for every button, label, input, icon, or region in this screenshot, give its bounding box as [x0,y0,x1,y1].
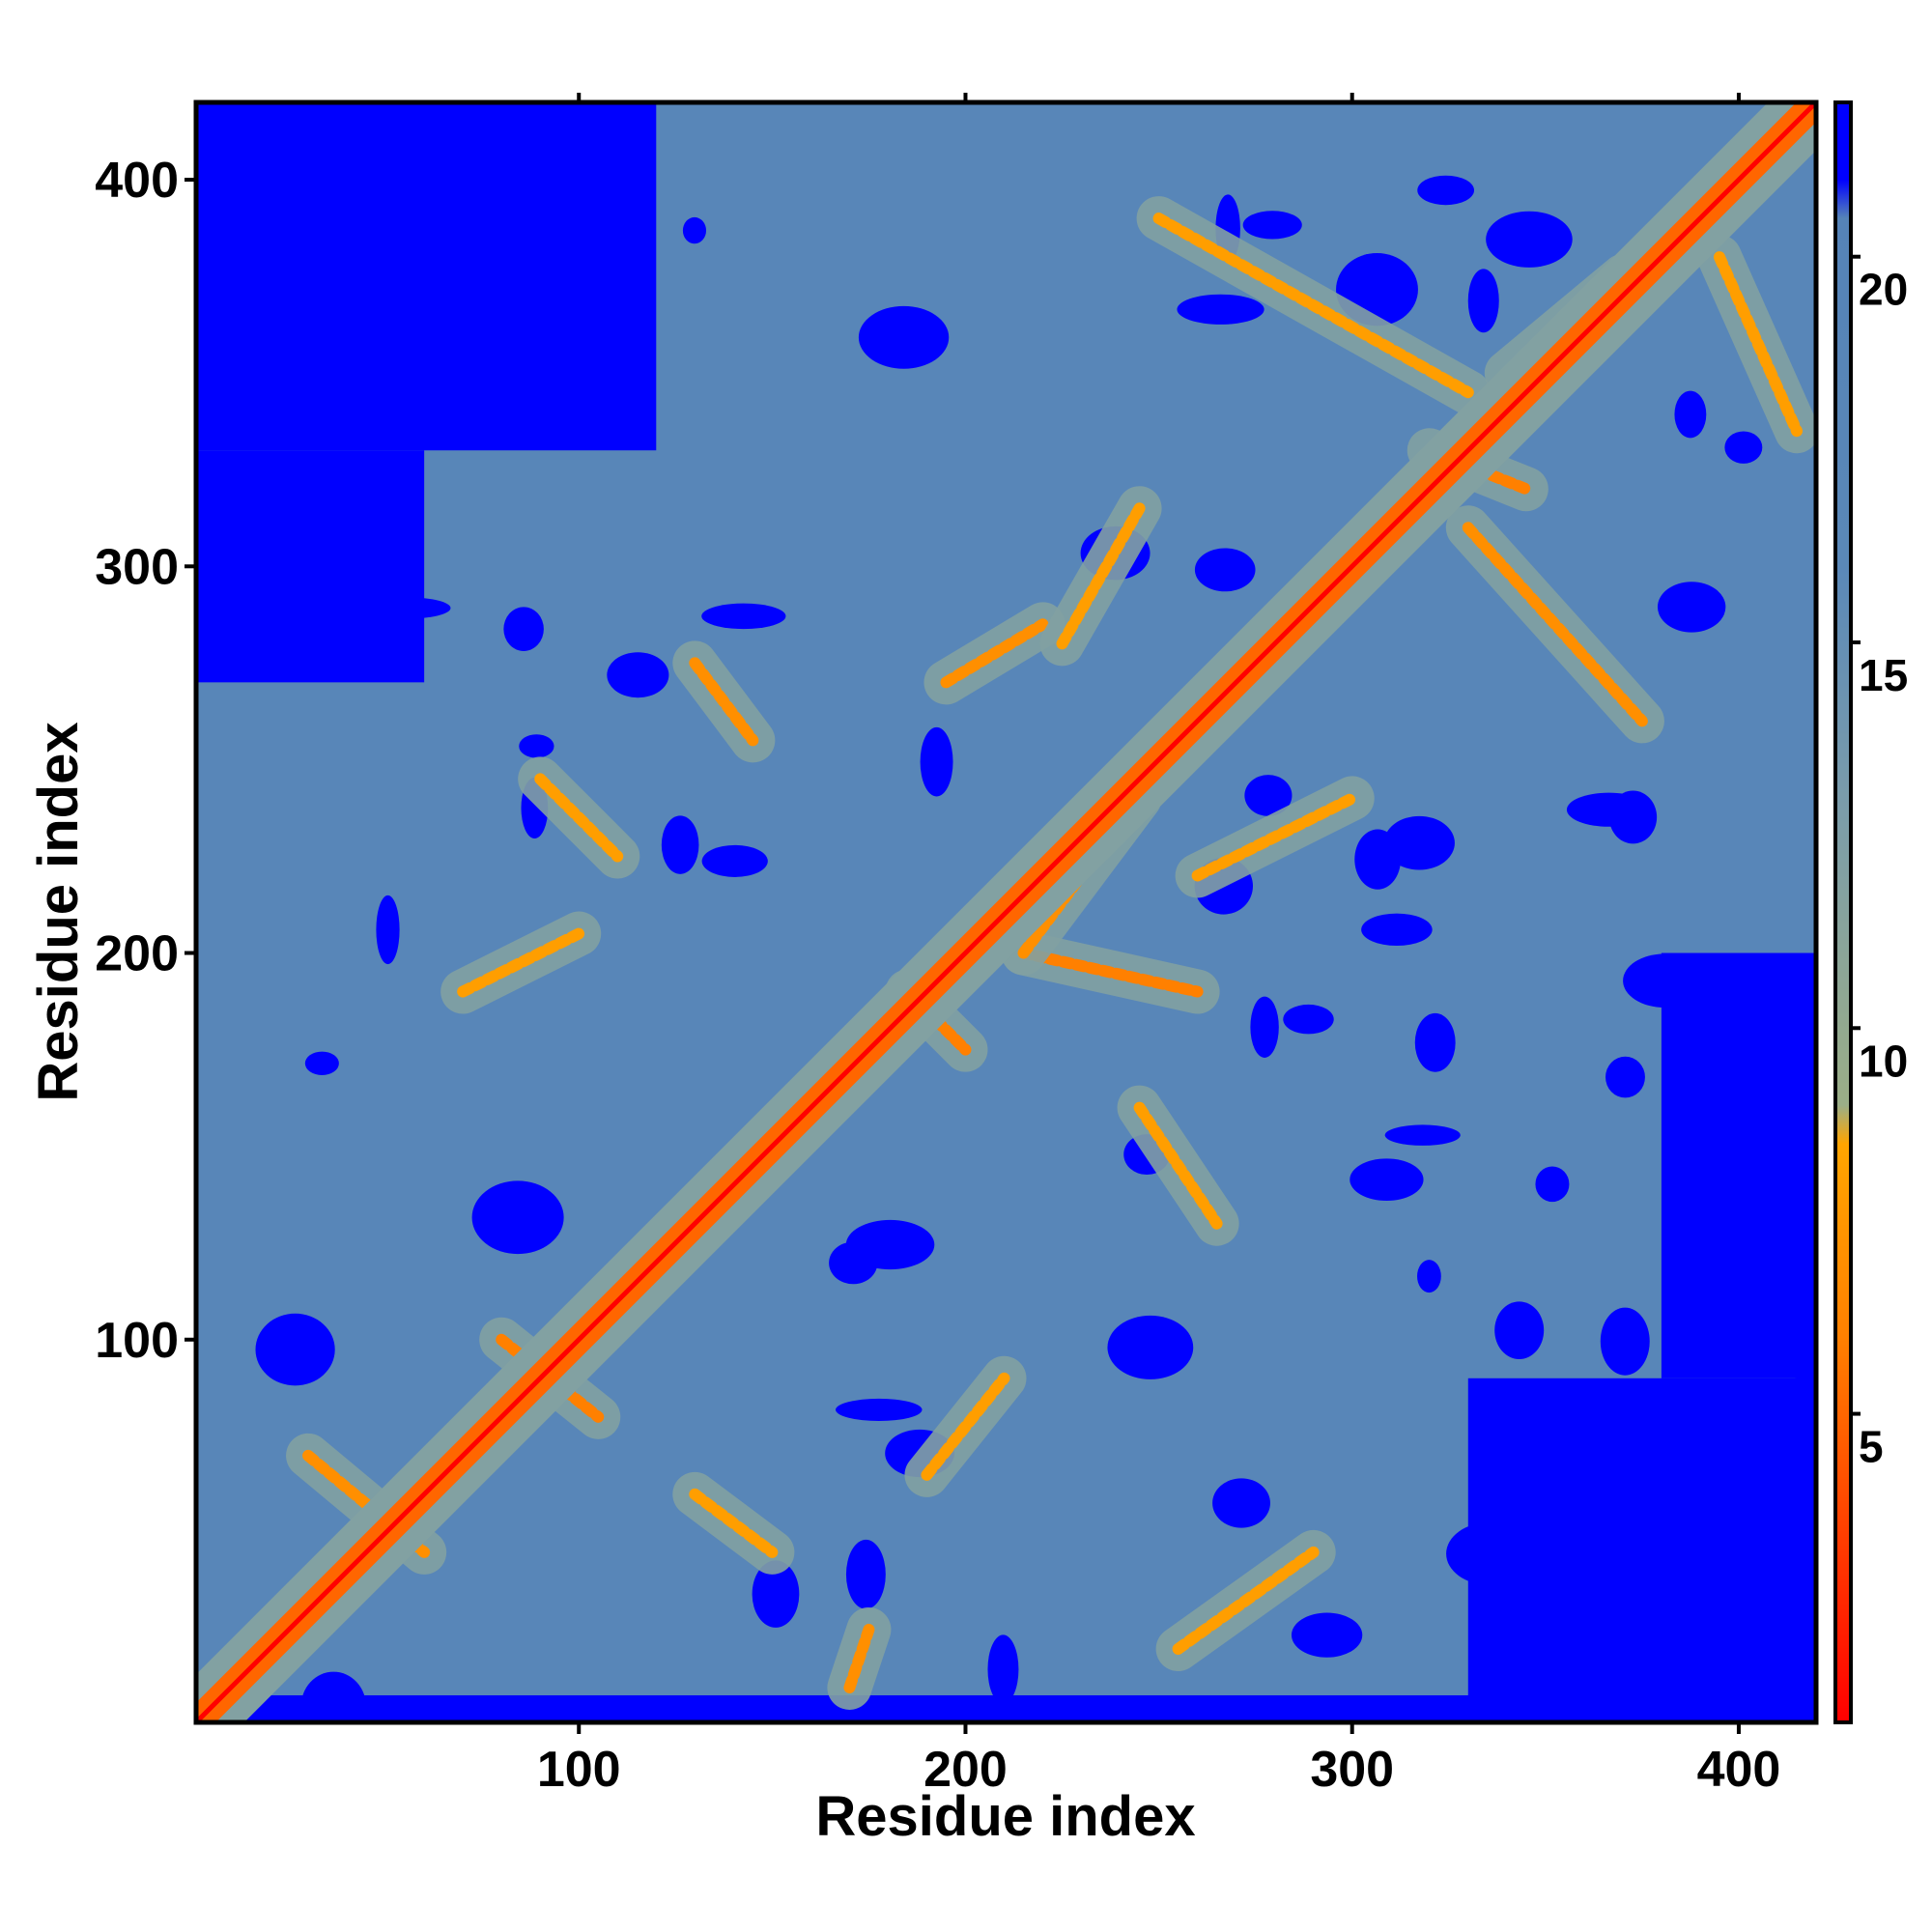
far-patch [1350,1158,1424,1202]
far-patch [1605,1056,1645,1098]
contact-band [689,657,759,747]
contact-band [1133,1101,1223,1230]
x-axis-title: Residue index [815,1785,1195,1848]
far-patch [1657,582,1726,633]
y-axis-ticks: 100 200 300 400 [95,153,196,1369]
contact-band [1017,947,1204,998]
far-patch [1566,792,1651,827]
x-tick-label: 300 [1310,1742,1394,1798]
x-axis-ticks: 100 200 300 400 [537,1722,1780,1798]
x-tick-label: 200 [923,1742,1008,1798]
far-patch [836,1398,923,1421]
heatmap-cells [196,102,1816,1722]
far-patch [255,1313,335,1386]
contact-band [940,618,1049,689]
far-patch [471,1180,564,1255]
contact-band [921,1372,1010,1481]
far-patch [1724,431,1763,464]
y-tick-label: 300 [95,539,179,595]
far-patch [1177,294,1264,325]
far-patch [682,216,707,244]
y-axis-title: Residue index [27,722,90,1101]
far-patch [1623,953,1707,1009]
far-patch [1242,211,1302,240]
colorbar-tick-label: 10 [1859,1036,1908,1086]
y-tick-label: 200 [95,926,179,982]
contact-band [534,773,624,863]
plot-frame [193,99,1819,1725]
far-patch [469,125,532,182]
far-patch [1414,1012,1456,1072]
far-patch [1674,390,1707,439]
far-patch [661,815,699,874]
far-patch [1212,1478,1270,1528]
colorbar-tick-label: 20 [1859,265,1908,315]
far-patch [300,1671,367,1722]
far-patch [1250,996,1279,1058]
diagonal-core [196,102,1816,1722]
far-patch [1494,1301,1545,1359]
far-patch [1776,1352,1816,1380]
far-patch [1682,1063,1755,1096]
far-patch [987,1634,1019,1704]
far-patch [304,1051,339,1075]
far-patch [1384,1124,1461,1146]
far-patch [365,597,451,619]
contact-band [457,927,585,998]
far-patch [1417,175,1475,206]
contact-band [689,1488,779,1558]
contact-band [1172,1546,1320,1655]
far-patch [1779,1582,1816,1619]
far-patch [196,214,218,246]
y-tick-label: 400 [95,153,179,209]
far-region [196,450,425,683]
far-patch [1383,815,1455,870]
far-patch [829,1241,878,1285]
far-patch [503,607,544,651]
far-patch [1417,1260,1441,1293]
contact-band [1191,792,1358,882]
contact-band [1462,522,1648,727]
far-patch [1535,1166,1570,1203]
colorbar-tick-label: 5 [1859,1422,1884,1472]
far-patch [1244,775,1293,816]
colorbar [1833,100,1853,1724]
far-patch [519,734,554,758]
y-tick-label: 100 [95,1313,179,1369]
far-patch [1711,1655,1788,1708]
far-patch [845,1539,886,1609]
x-tick-label: 400 [1697,1742,1781,1798]
far-patch [376,895,400,965]
far-patch [1291,1612,1363,1658]
far-patch [1446,1521,1534,1585]
contact-band [1152,213,1474,399]
contact-band [1056,502,1146,650]
far-patch [752,1560,800,1628]
far-patch [1467,269,1499,333]
colorbar-ticks: 5 10 15 20 [1851,254,1908,1472]
contact-band [1713,251,1803,438]
colorbar-tick-label: 15 [1859,650,1908,700]
far-patch [413,210,472,237]
far-patch [1771,1007,1816,1068]
far-patch [701,844,768,877]
far-region [196,102,657,451]
far-patch [1194,548,1256,592]
x-tick-label: 100 [537,1742,621,1798]
far-patch [1361,913,1433,947]
far-patch [607,652,669,698]
contact-band [843,1623,875,1693]
far-patch [920,726,953,797]
x-top-axis-ticks [577,93,1741,102]
far-patch [1283,1004,1334,1035]
far-patch [1600,1307,1650,1376]
far-patch [858,305,950,369]
far-patch [1486,211,1573,268]
far-patch [701,603,786,630]
far-patch [1107,1315,1194,1379]
